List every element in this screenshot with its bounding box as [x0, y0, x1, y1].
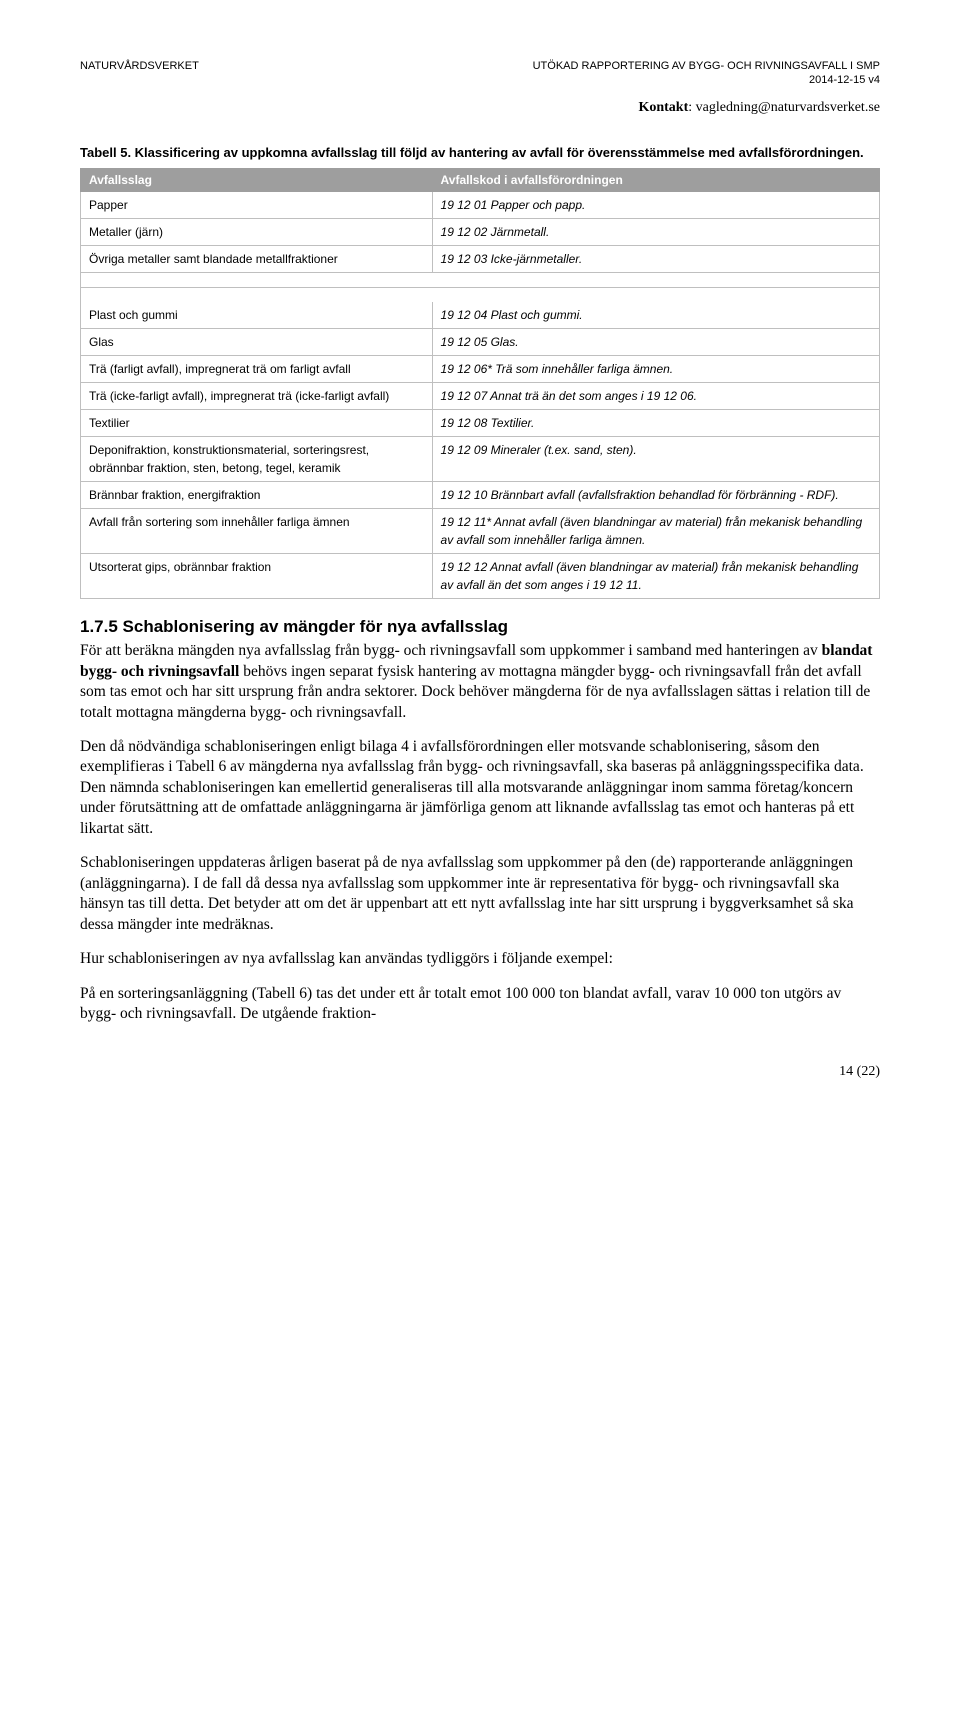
page-number: 14 (22): [80, 1064, 880, 1080]
cell-slag: Brännbar fraktion, energifraktion: [81, 482, 433, 509]
table-caption: Tabell 5. Klassificering av uppkomna avf…: [80, 144, 880, 162]
paragraph-2: Den då nödvändiga schabloniseringen enli…: [80, 737, 880, 839]
paragraph-1: För att beräkna mängden nya avfallsslag …: [80, 641, 880, 723]
paragraph-4: Hur schabloniseringen av nya avfallsslag…: [80, 949, 880, 969]
contact-line: Kontakt: vagledning@naturvardsverket.se: [80, 100, 880, 116]
paragraph-3: Schabloniseringen uppdateras årligen bas…: [80, 853, 880, 935]
cell-kod: 19 12 09 Mineraler (t.ex. sand, sten).: [432, 437, 879, 482]
cell-kod: 19 12 12 Annat avfall (även blandningar …: [432, 554, 879, 599]
table-row: Textilier19 12 08 Textilier.: [81, 410, 880, 437]
cell-kod: 19 12 08 Textilier.: [432, 410, 879, 437]
col-header-slag: Avfallsslag: [81, 169, 433, 192]
cell-kod: 19 12 10 Brännbart avfall (avfallsfrakti…: [432, 482, 879, 509]
cell-kod: 19 12 02 Järnmetall.: [432, 219, 879, 246]
cell-slag: Plast och gummi: [81, 302, 433, 329]
cell-kod: 19 12 03 Icke-järnmetaller.: [432, 246, 879, 273]
cell-kod: 19 12 04 Plast och gummi.: [432, 302, 879, 329]
cell-kod: 19 12 06* Trä som innehåller farliga ämn…: [432, 356, 879, 383]
cell-slag: Övriga metaller samt blandade metallfrak…: [81, 246, 433, 273]
table-row: Utsorterat gips, obrännbar fraktion19 12…: [81, 554, 880, 599]
table-row: Deponifraktion, konstruktionsmaterial, s…: [81, 437, 880, 482]
header-right-line2: 2014-12-15 v4: [80, 74, 880, 86]
section-heading: 1.7.5 Schablonisering av mängder för nya…: [80, 617, 880, 637]
page-header: NATURVÅRDSVERKET UTÖKAD RAPPORTERING AV …: [80, 60, 880, 72]
cell-slag: Utsorterat gips, obrännbar fraktion: [81, 554, 433, 599]
cell-kod: 19 12 01 Papper och papp.: [432, 192, 879, 219]
table-row: Trä (icke-farligt avfall), impregnerat t…: [81, 383, 880, 410]
cell-kod: 19 12 07 Annat trä än det som anges i 19…: [432, 383, 879, 410]
contact-value: vagledning@naturvardsverket.se: [696, 100, 880, 115]
cell-slag: Trä (icke-farligt avfall), impregnerat t…: [81, 383, 433, 410]
cell-slag: Deponifraktion, konstruktionsmaterial, s…: [81, 437, 433, 482]
cell-slag: Textilier: [81, 410, 433, 437]
cell-slag: Papper: [81, 192, 433, 219]
cell-slag: Trä (farligt avfall), impregnerat trä om…: [81, 356, 433, 383]
cell-kod: 19 12 11* Annat avfall (även blandningar…: [432, 509, 879, 554]
cell-slag: Avfall från sortering som innehåller far…: [81, 509, 433, 554]
header-right-line1: UTÖKAD RAPPORTERING AV BYGG- OCH RIVNING…: [533, 60, 880, 72]
cell-kod: 19 12 05 Glas.: [432, 329, 879, 356]
table-row: Glas19 12 05 Glas.: [81, 329, 880, 356]
paragraph-5: På en sorteringsanläggning (Tabell 6) ta…: [80, 984, 880, 1025]
table-row: Brännbar fraktion, energifraktion19 12 1…: [81, 482, 880, 509]
table-row: Övriga metaller samt blandade metallfrak…: [81, 246, 880, 273]
header-left: NATURVÅRDSVERKET: [80, 60, 199, 72]
table-row: Avfall från sortering som innehåller far…: [81, 509, 880, 554]
col-header-kod: Avfallskod i avfallsförordningen: [432, 169, 879, 192]
table-row: Trä (farligt avfall), impregnerat trä om…: [81, 356, 880, 383]
table-row: Plast och gummi19 12 04 Plast och gummi.: [81, 302, 880, 329]
classification-table: Avfallsslag Avfallskod i avfallsförordni…: [80, 168, 880, 599]
contact-label: Kontakt: [638, 100, 688, 115]
table-row: Metaller (järn)19 12 02 Järnmetall.: [81, 219, 880, 246]
cell-slag: Glas: [81, 329, 433, 356]
table-row: Papper19 12 01 Papper och papp.: [81, 192, 880, 219]
cell-slag: Metaller (järn): [81, 219, 433, 246]
